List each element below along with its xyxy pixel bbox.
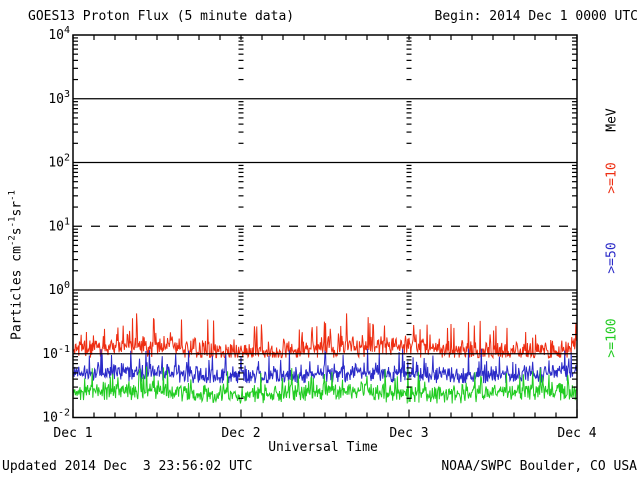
begin-timestamp: Begin: 2014 Dec 1 0000 UTC [434,9,639,24]
y-tick-label: 100 [48,280,70,298]
legend-item-ge10: >=10 [604,162,620,194]
x-tick-labels: Dec 1 Dec 2 Dec 3 Dec 4 [53,426,596,441]
y-tick-label: 102 [48,153,70,171]
y-tick-labels: 104 103 102 101 100 10-1 10-2 [42,25,70,426]
y-tick-label: 10-1 [42,344,70,362]
plot-frame [72,34,578,419]
x-tick-label: Dec 2 [221,426,260,441]
x-tick-label: Dec 4 [557,426,596,441]
series--50-mev [72,348,578,384]
x-tick-label: Dec 3 [389,426,428,441]
legend-item-ge100: >=100 [604,318,620,358]
legend-unit-label: MeV [604,108,620,132]
source-attribution: NOAA/SWPC Boulder, CO USA [441,459,637,474]
x-axis-title: Universal Time [268,440,378,455]
grid-layer [72,35,578,418]
series--100-mev [72,366,578,404]
legend-item-ge50: >=50 [604,242,620,274]
y-tick-label: 103 [48,89,70,107]
series-layer [72,313,578,404]
chart-title: GOES13 Proton Flux (5 minute data) [28,9,295,24]
updated-timestamp: Updated 2014 Dec 3 23:56:02 UTC [2,459,253,474]
y-tick-label: 104 [48,25,70,43]
y-tick-label: 101 [48,216,70,234]
y-tick-label: 10-2 [42,408,70,426]
x-tick-label: Dec 1 [53,426,92,441]
